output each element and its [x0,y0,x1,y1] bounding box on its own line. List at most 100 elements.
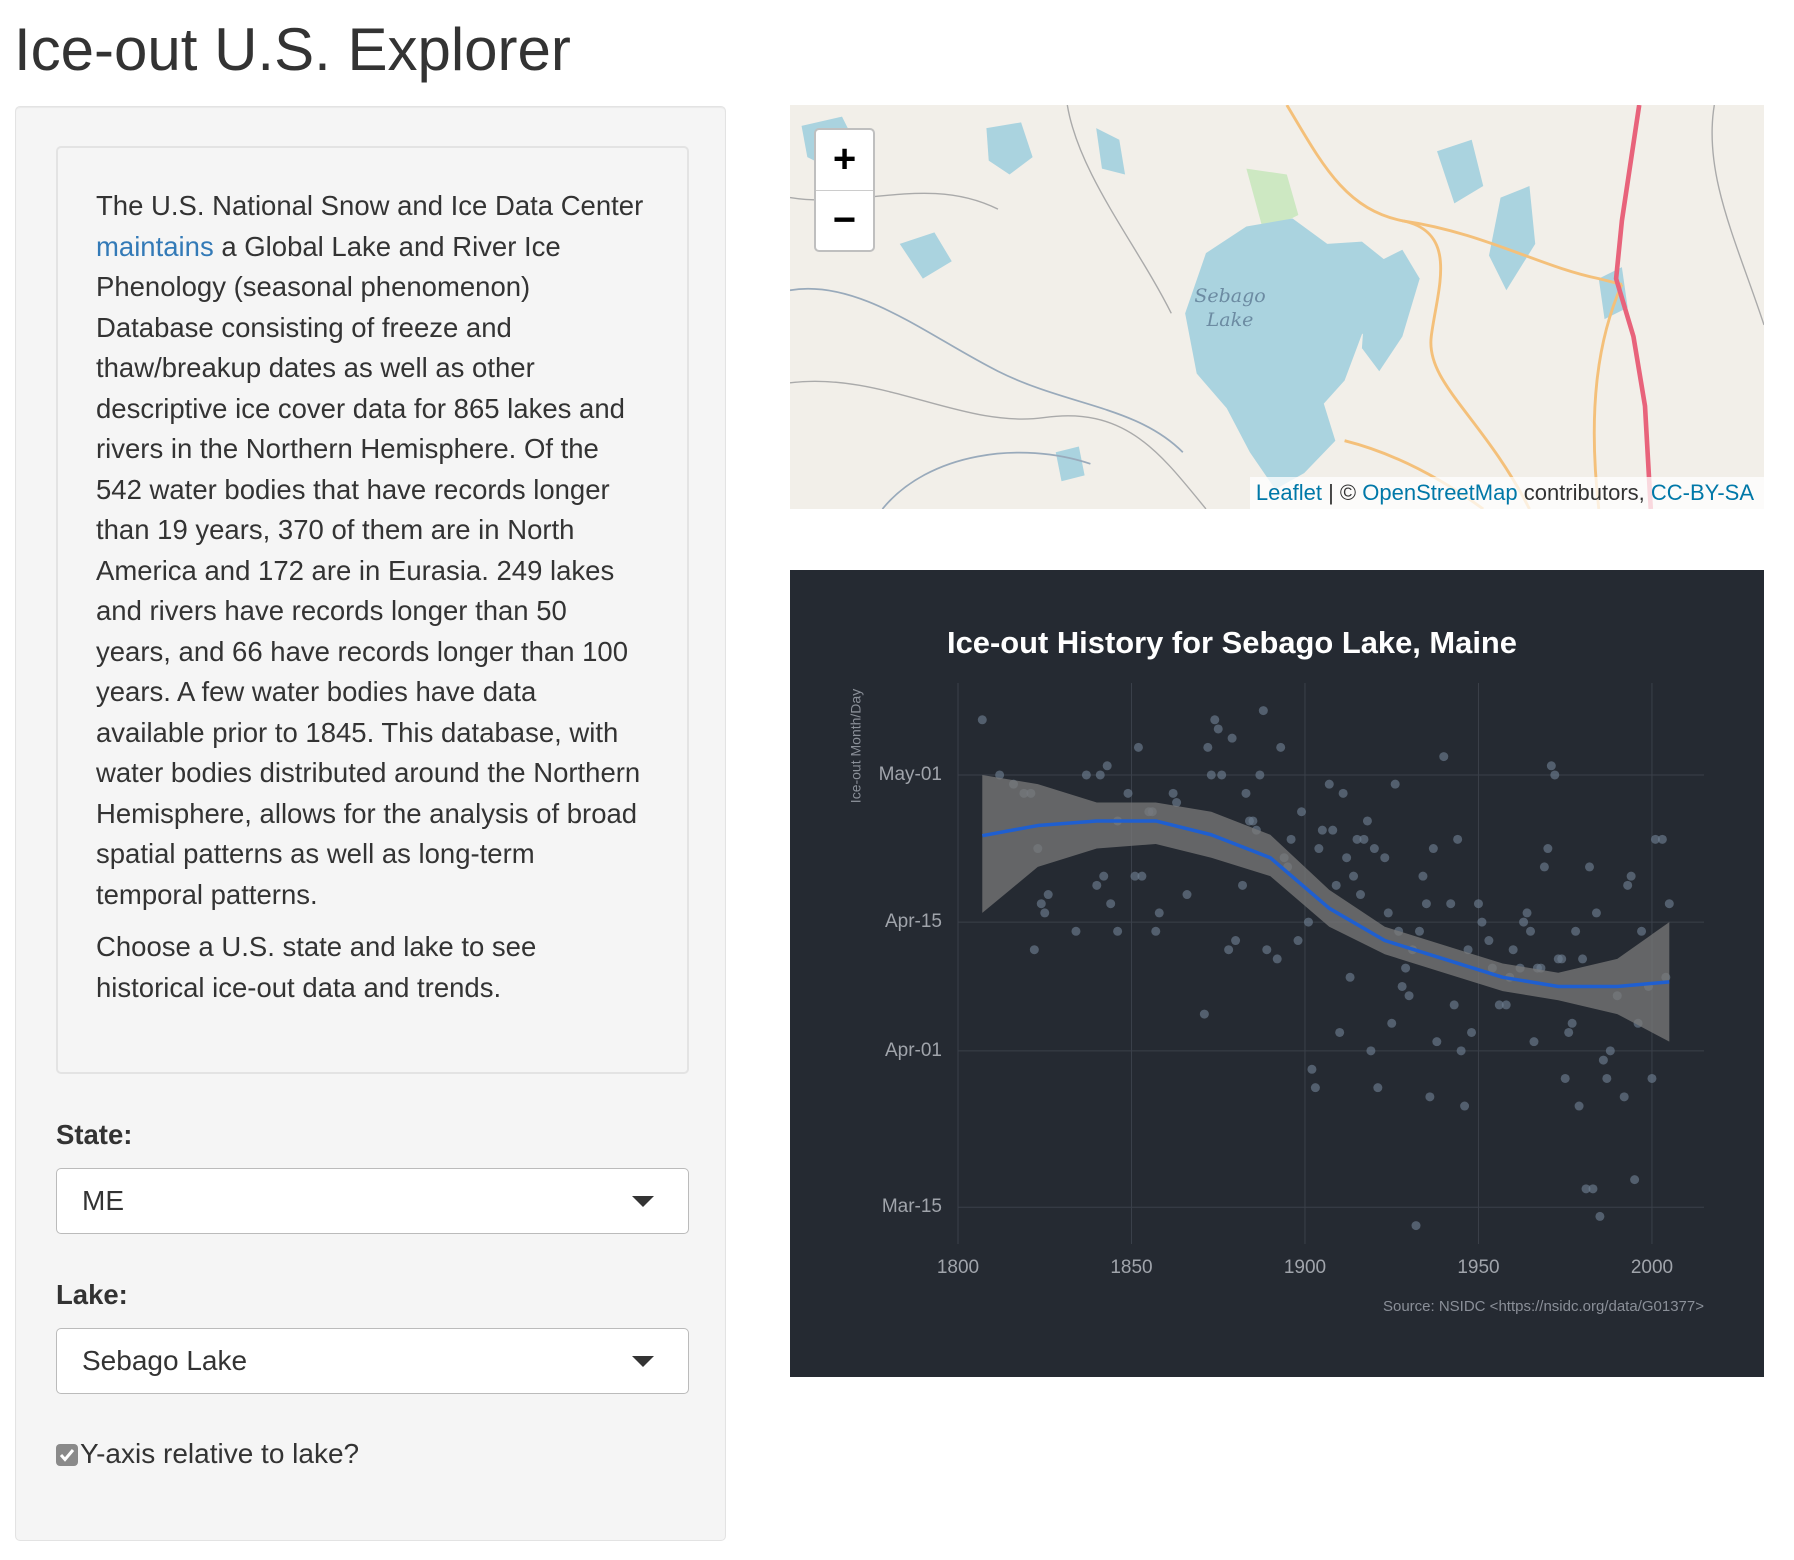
point [1508,945,1518,955]
sebago-lake [1185,218,1397,490]
point [1352,834,1362,844]
lake [1096,128,1126,175]
point [1591,908,1601,918]
point [1224,945,1234,955]
point [1307,1064,1317,1074]
point [1366,1046,1376,1056]
point [1539,862,1549,872]
point [1390,779,1400,789]
point [1133,742,1143,752]
x-tick-label: 1950 [1457,1257,1499,1278]
lake [1361,249,1420,372]
leaflet-link[interactable]: Leaflet [1255,480,1322,505]
point [1605,1046,1615,1056]
lake-select[interactable]: Sebago Lake [56,1328,689,1394]
maintains-link[interactable]: maintains [96,230,214,262]
lake [1437,139,1484,204]
point [1151,926,1161,936]
point [1102,761,1112,771]
point [1439,752,1449,762]
y-tick-label: Apr-01 [885,1040,942,1061]
x-tick-label: 1900 [1284,1257,1326,1278]
point [1557,954,1567,964]
checkbox[interactable] [55,1443,79,1467]
point [1137,871,1147,881]
point [1588,1184,1598,1194]
description-well: The U.S. National Snow and Ice Data Cent… [56,146,689,1074]
point [1595,1211,1605,1221]
zoom-out[interactable]: − [832,198,857,242]
attribution-text: contributors, [1523,480,1645,505]
point [1550,770,1560,780]
point [1328,825,1338,835]
point [1071,926,1081,936]
point [1043,890,1053,900]
point [977,715,987,725]
point [1560,1073,1570,1083]
state-value: ME [82,1185,124,1216]
trend-line [981,819,1670,989]
y-axis-label: Ice-out Month/Day [848,689,864,803]
point [1637,926,1647,936]
zoom-in[interactable]: + [816,130,873,191]
caption: Source: NSIDC <https://nsidc.org/data/G0… [1383,1298,1704,1315]
chart: Ice-out History for Sebago Lake, Maine I… [790,570,1764,1377]
point [1345,972,1355,982]
point [1526,926,1536,936]
point [1342,853,1352,863]
intro-paragraph: The U.S. National Snow and Ice Data Cent… [96,186,649,915]
map-label: Sebago Lake [1194,285,1265,331]
point [1564,1027,1574,1037]
point [1081,770,1091,780]
highway [1613,105,1654,509]
point [1446,899,1456,909]
point [1238,880,1248,890]
lake [1489,186,1536,291]
point [1411,1221,1421,1231]
point [1380,853,1390,863]
point [1584,862,1594,872]
chart-title: Ice-out History for Sebago Lake, Maine [947,625,1517,660]
point [1359,834,1369,844]
point [1331,880,1341,890]
point [1397,981,1407,991]
point [1484,936,1494,946]
point [1543,844,1553,854]
point [1421,899,1431,909]
point [1258,706,1268,716]
intro-text: a Global Lake and River Ice Phenology (s… [96,230,641,910]
point [1310,1083,1320,1093]
point [1383,908,1393,918]
point [1425,1092,1435,1102]
point [1467,1027,1477,1037]
x-tick-label: 1850 [1110,1257,1152,1278]
point [1172,798,1182,808]
point [1123,788,1133,798]
license-link[interactable]: CC-BY-SA [1650,480,1754,505]
point [1519,917,1529,927]
point [1623,880,1633,890]
point [1255,770,1265,780]
point [1626,871,1636,881]
point [1449,1000,1459,1010]
state-select[interactable]: ME [56,1168,689,1234]
point [1324,779,1334,789]
point [1272,954,1282,964]
point [1456,1046,1466,1056]
sidebar-panel: The U.S. National Snow and Ice Data Cent… [15,106,726,1541]
point [1029,945,1039,955]
point [1241,788,1251,798]
point [1414,926,1424,936]
y-tick-label: May-01 [879,764,942,785]
point [1248,816,1258,826]
x-tick-label: 1800 [937,1257,979,1278]
checkmark [59,1449,75,1462]
point [1460,1101,1470,1111]
dropdown-caret [632,1196,654,1207]
point [1581,1184,1591,1194]
map[interactable]: Sebago Lake + − Leaflet | © OpenStreetMa… [790,105,1764,509]
osm-link[interactable]: OpenStreetMap [1362,480,1518,505]
point [1428,844,1438,854]
point [1154,908,1164,918]
